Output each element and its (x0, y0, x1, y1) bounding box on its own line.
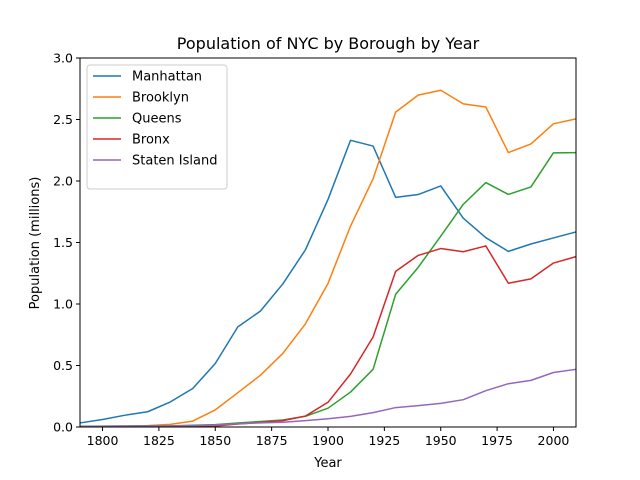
legend-label-brooklyn: Brooklyn (132, 91, 189, 106)
x-tick-label: 1900 (312, 433, 344, 448)
x-tick-label: 1825 (143, 433, 175, 448)
x-tick-label: 1950 (425, 433, 457, 448)
series-line-manhattan (79, 139, 577, 424)
y-tick-label: 2.5 (53, 112, 73, 127)
axes-layer: 1800 1825 1850 1875 1900 1925 1950 1975 2000 0.0 0… (53, 51, 569, 449)
legend-label-manhattan: Manhattan (132, 70, 202, 85)
legend-label-queens: Queens (132, 112, 182, 127)
y-tick-label: 1.0 (53, 297, 73, 312)
y-tick-label: 3.0 (53, 51, 73, 66)
x-tick-label: 1800 (87, 433, 119, 448)
x-tick-label: 1975 (481, 433, 513, 448)
x-tick-label: 1875 (256, 433, 288, 448)
x-axis-label: Year (313, 456, 342, 471)
x-tick-label: 2000 (538, 433, 570, 448)
legend-label-staten-island: Staten Island (132, 154, 217, 169)
y-tick-label: 0.0 (53, 420, 73, 435)
legend: Manhattan Brooklyn Queens Bronx Staten Islan… (86, 64, 228, 190)
x-tick-label: 1925 (368, 433, 400, 448)
legend-box (86, 64, 228, 190)
y-axis-label: Population (millions) (28, 177, 43, 310)
chart-title: Population of NYC by Borough by Year (177, 34, 480, 53)
y-tick-label: 1.5 (53, 235, 73, 250)
y-tick-label: 0.5 (53, 358, 73, 373)
plot-area-frame (79, 57, 577, 428)
series-line-brooklyn (79, 89, 577, 428)
x-tick-label: 1850 (199, 433, 231, 448)
series-line-staten-island (79, 368, 577, 428)
y-tick-label: 2.0 (53, 174, 73, 189)
legend-label-bronx: Bronx (132, 133, 170, 148)
